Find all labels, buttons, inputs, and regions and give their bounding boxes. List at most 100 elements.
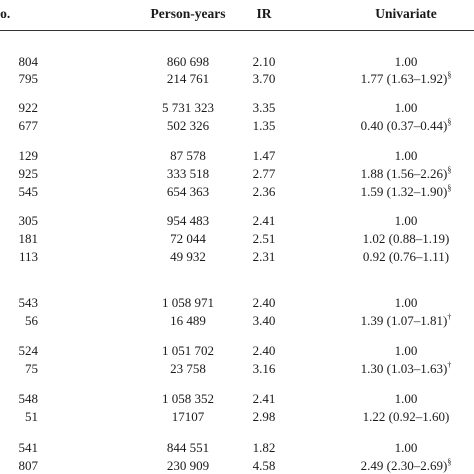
cell-count: 541: [18, 440, 39, 455]
cell-count: 181: [18, 231, 39, 246]
table-row: 545 654 363 2.36 1.59 (1.32–1.90)§: [0, 184, 474, 202]
cell-count: 305: [18, 213, 39, 228]
header-person-years: Person-years: [150, 6, 226, 21]
table-row: 795 214 761 3.70 1.77 (1.63–1.92)§: [0, 71, 474, 89]
table-row: 113 49 932 2.31 0.92 (0.76–1.11): [0, 249, 474, 267]
cell-ir: 3.35: [252, 100, 276, 115]
cell-person-years: 72 044: [170, 231, 206, 246]
cell-person-years: 49 932: [170, 249, 206, 264]
cell-ir: 2.41: [252, 391, 276, 406]
cell-person-years: 5 731 323: [162, 100, 214, 115]
table-row: 541 844 551 1.82 1.00: [0, 440, 474, 458]
cell-ir: 2.98: [252, 409, 276, 424]
cell-count: 543: [18, 295, 39, 310]
univariate-value: 1.30 (1.03–1.63): [360, 361, 448, 376]
table-row: 305 954 483 2.41 1.00: [0, 213, 474, 231]
cell-person-years: 16 489: [170, 313, 206, 328]
univariate-value: 0.40 (0.37–0.44): [360, 118, 448, 133]
cell-univariate: 0.40 (0.37–0.44)§: [344, 118, 468, 134]
cell-person-years: 860 698: [166, 54, 210, 69]
cell-count: 548: [18, 391, 39, 406]
cell-univariate: 1.59 (1.32–1.90)§: [344, 184, 468, 200]
significance-mark: §: [447, 165, 452, 175]
table-row: 925 333 518 2.77 1.88 (1.56–2.26)§: [0, 166, 474, 184]
cell-count: 922: [18, 100, 39, 115]
univariate-value: 1.00: [394, 295, 418, 310]
header-rule: [0, 30, 474, 31]
cell-ir: 2.40: [252, 343, 276, 358]
cell-person-years: 954 483: [166, 213, 210, 228]
cell-person-years: 1 051 702: [162, 343, 214, 358]
cell-ir: 3.70: [252, 71, 276, 86]
table-row: 543 1 058 971 2.40 1.00: [0, 295, 474, 313]
univariate-value: 2.49 (2.30–2.69): [360, 458, 448, 473]
cell-univariate: 1.00: [344, 391, 468, 407]
cell-person-years: 844 551: [166, 440, 210, 455]
significance-mark: §: [447, 117, 452, 127]
cell-count: 75: [25, 361, 38, 376]
table-row: 677 502 326 1.35 0.40 (0.37–0.44)§: [0, 118, 474, 136]
univariate-value: 1.22 (0.92–1.60): [362, 409, 450, 424]
cell-univariate: 1.77 (1.63–1.92)§: [344, 71, 468, 87]
cell-person-years: 654 363: [166, 184, 210, 199]
cell-ir: 4.58: [252, 458, 276, 473]
cell-count: 795: [18, 71, 39, 86]
cell-univariate: 1.02 (0.88–1.19): [344, 231, 468, 247]
cell-univariate: 1.39 (1.07–1.81)†: [344, 313, 468, 329]
table-row: 129 87 578 1.47 1.00: [0, 148, 474, 166]
cell-univariate: 1.88 (1.56–2.26)§: [344, 166, 468, 182]
cell-count: 677: [18, 118, 39, 133]
cell-ir: 2.10: [252, 54, 276, 69]
univariate-value: 1.00: [394, 54, 418, 69]
cell-univariate: 1.00: [344, 440, 468, 456]
cell-univariate: 2.49 (2.30–2.69)§: [344, 458, 468, 474]
cell-person-years: 502 326: [166, 118, 210, 133]
cell-univariate: 1.00: [344, 343, 468, 359]
cell-person-years: 23 758: [170, 361, 206, 376]
cell-count: 804: [18, 54, 39, 69]
univariate-value: 1.88 (1.56–2.26): [360, 166, 448, 181]
univariate-value: 1.39 (1.07–1.81): [360, 313, 448, 328]
cell-count: 807: [18, 458, 39, 473]
cell-univariate: 1.00: [344, 148, 468, 164]
univariate-value: 1.59 (1.32–1.90): [360, 184, 448, 199]
table-row: 181 72 044 2.51 1.02 (0.88–1.19): [0, 231, 474, 249]
cell-count: 113: [18, 249, 38, 264]
cell-univariate: 1.22 (0.92–1.60): [344, 409, 468, 425]
cell-univariate: 0.92 (0.76–1.11): [344, 249, 468, 265]
univariate-value: 1.00: [394, 100, 418, 115]
cell-ir: 2.40: [252, 295, 276, 310]
table-row: 56 16 489 3.40 1.39 (1.07–1.81)†: [0, 313, 474, 331]
cell-univariate: 1.00: [344, 100, 468, 116]
cell-univariate: 1.30 (1.03–1.63)†: [344, 361, 468, 377]
cell-person-years: 1 058 971: [162, 295, 214, 310]
cell-count: 51: [25, 409, 38, 424]
cell-person-years: 17107: [171, 409, 205, 424]
cell-univariate: 1.00: [344, 213, 468, 229]
table-row: 548 1 058 352 2.41 1.00: [0, 391, 474, 409]
header-count: nt No.: [0, 6, 11, 21]
cell-ir: 2.31: [252, 249, 276, 264]
significance-mark: †: [447, 312, 452, 322]
cell-count: 129: [18, 148, 39, 163]
cell-ir: 3.16: [252, 361, 276, 376]
significance-mark: †: [447, 360, 452, 370]
significance-mark: §: [447, 183, 452, 193]
univariate-value: 1.00: [394, 440, 418, 455]
table-row: 75 23 758 3.16 1.30 (1.03–1.63)†: [0, 361, 474, 379]
significance-mark: §: [447, 457, 452, 467]
table-row: 922 5 731 323 3.35 1.00: [0, 100, 474, 118]
cell-person-years: 214 761: [166, 71, 210, 86]
univariate-value: 1.02 (0.88–1.19): [362, 231, 450, 246]
univariate-value: 1.00: [394, 343, 418, 358]
cell-ir: 1.82: [252, 440, 276, 455]
significance-mark: §: [447, 70, 452, 80]
cell-count: 545: [18, 184, 39, 199]
univariate-value: 1.77 (1.63–1.92): [360, 71, 448, 86]
cell-person-years: 1 058 352: [162, 391, 214, 406]
header-ir: IR: [256, 6, 272, 21]
cell-ir: 1.35: [252, 118, 276, 133]
univariate-value: 1.00: [394, 213, 418, 228]
univariate-value: 1.00: [394, 148, 418, 163]
